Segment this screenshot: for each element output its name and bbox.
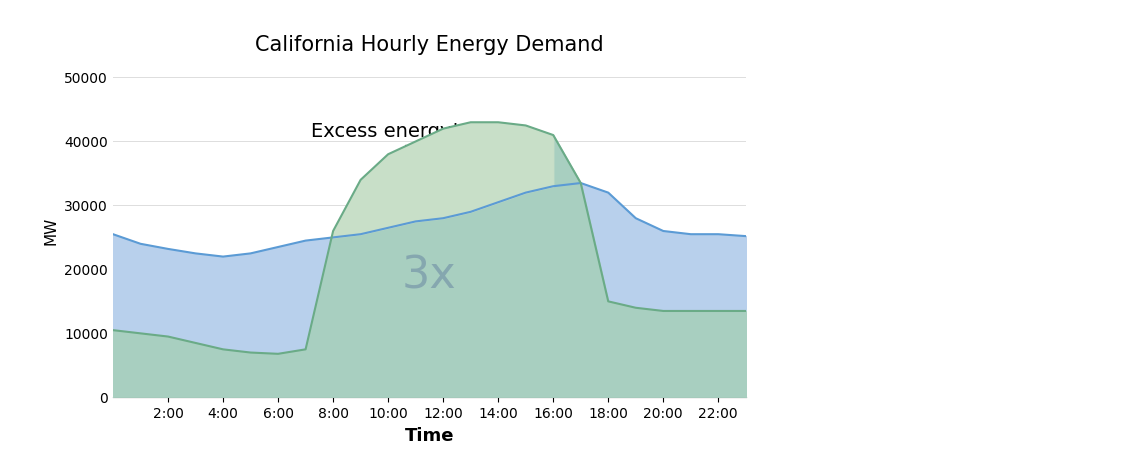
Y-axis label: MW: MW (44, 217, 59, 245)
Text: Excess energy!: Excess energy! (311, 122, 460, 164)
X-axis label: Time: Time (405, 426, 454, 444)
Title: California Hourly Energy Demand: California Hourly Energy Demand (255, 35, 603, 55)
Text: 3x: 3x (402, 254, 457, 297)
